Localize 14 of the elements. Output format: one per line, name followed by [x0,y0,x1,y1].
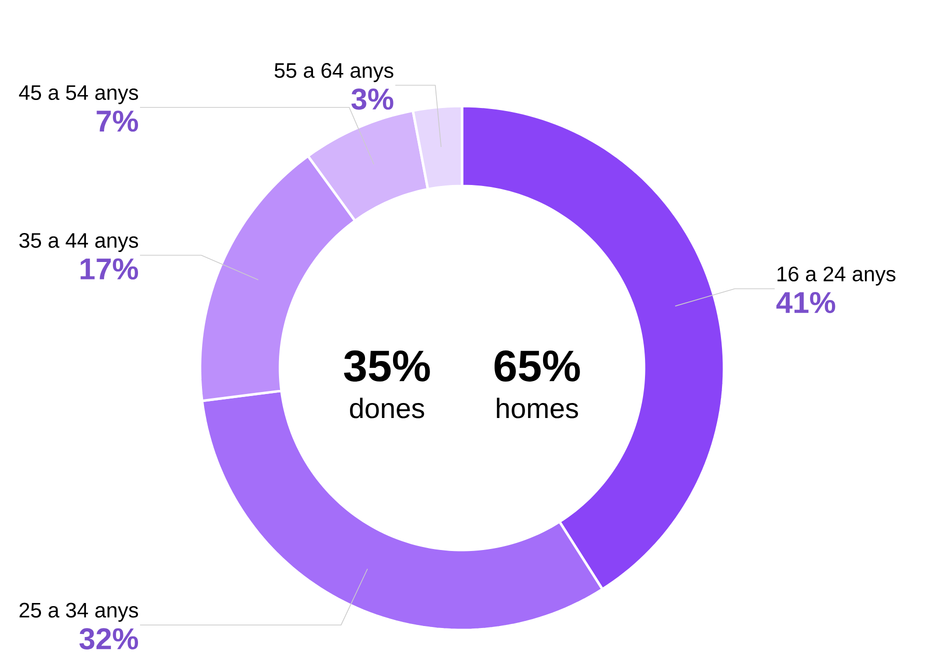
text: 35% [344,350,430,382]
slice-label: 25 a 34 anys [20,602,138,622]
data-label: 7% [96,110,138,132]
slice-label: 35 a 44 anys [19,233,138,252]
data-label: 3% [351,88,394,110]
data-label: 17% [80,258,138,280]
slice-label: 45 a 54 anys [19,85,138,104]
data-label: 41% [776,292,836,314]
data-label: 32% [79,628,138,650]
text: homes [496,398,578,418]
text: 65% [494,350,580,382]
text: dones [350,398,424,418]
slice-label: 16 a 24 anys [778,266,896,286]
slice-label: 55 a 64 anys [274,63,394,82]
